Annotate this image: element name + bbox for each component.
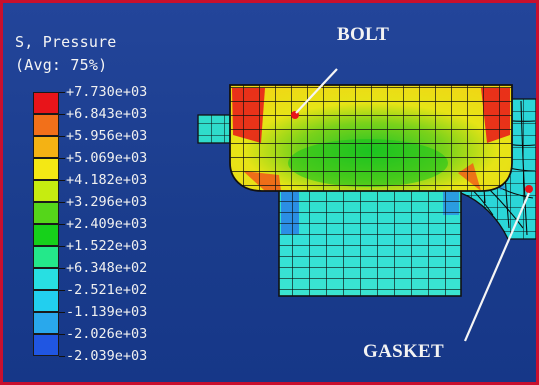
left-gasket-mesh bbox=[197, 114, 234, 144]
gasket-callout: GASKET bbox=[363, 341, 444, 362]
bolt-leader-line bbox=[295, 68, 338, 114]
fe-model bbox=[197, 68, 536, 342]
legend-swatch-7 bbox=[33, 224, 59, 246]
gasket-leader-line bbox=[463, 192, 531, 342]
legend-swatch-6 bbox=[33, 202, 59, 224]
legend-swatch-9 bbox=[33, 268, 59, 290]
legend-label: +5.956e+03 bbox=[66, 128, 148, 144]
legend-swatch-1 bbox=[33, 92, 59, 114]
legend-tick bbox=[59, 202, 65, 203]
legend-tick bbox=[59, 158, 65, 159]
bolt-shank-mesh bbox=[278, 182, 462, 297]
legend-label: -2.026e+03 bbox=[66, 326, 148, 342]
legend-label: +1.522e+03 bbox=[66, 238, 148, 254]
legend-tick bbox=[59, 180, 65, 181]
legend-subtitle: (Avg: 75%) bbox=[15, 56, 108, 74]
legend-tick bbox=[59, 312, 65, 313]
legend-label: +2.409e+03 bbox=[66, 216, 148, 232]
legend-tick bbox=[59, 290, 65, 291]
legend-swatch-5 bbox=[33, 180, 59, 202]
legend-tick bbox=[59, 356, 65, 357]
legend-tick bbox=[59, 114, 65, 115]
gasket-marker-dot bbox=[525, 185, 533, 193]
legend-tick bbox=[59, 92, 65, 93]
legend-label: +6.348e+02 bbox=[66, 260, 148, 276]
legend-label: -1.139e+03 bbox=[66, 304, 148, 320]
legend-tick bbox=[59, 246, 65, 247]
legend-label: +4.182e+03 bbox=[66, 172, 148, 188]
legend-label: +6.843e+03 bbox=[66, 106, 148, 122]
legend-label: +3.296e+03 bbox=[66, 194, 148, 210]
legend-swatch-2 bbox=[33, 114, 59, 136]
legend-title: S, Pressure bbox=[15, 33, 117, 51]
legend-swatch-11 bbox=[33, 312, 59, 334]
legend-swatch-10 bbox=[33, 290, 59, 312]
legend-swatch-12 bbox=[33, 334, 59, 356]
legend-tick bbox=[59, 224, 65, 225]
legend-label: +7.730e+03 bbox=[66, 84, 148, 100]
legend-label: -2.521e+02 bbox=[66, 282, 148, 298]
legend-swatch-3 bbox=[33, 136, 59, 158]
legend-tick bbox=[59, 334, 65, 335]
legend-tick bbox=[59, 268, 65, 269]
legend-tick bbox=[59, 136, 65, 137]
legend-swatch-4 bbox=[33, 158, 59, 180]
bolt-head-mesh bbox=[229, 84, 513, 192]
legend-label: -2.039e+03 bbox=[66, 348, 148, 364]
legend-label: +5.069e+03 bbox=[66, 150, 148, 166]
legend-swatch-8 bbox=[33, 246, 59, 268]
bolt-callout: BOLT bbox=[337, 24, 390, 45]
